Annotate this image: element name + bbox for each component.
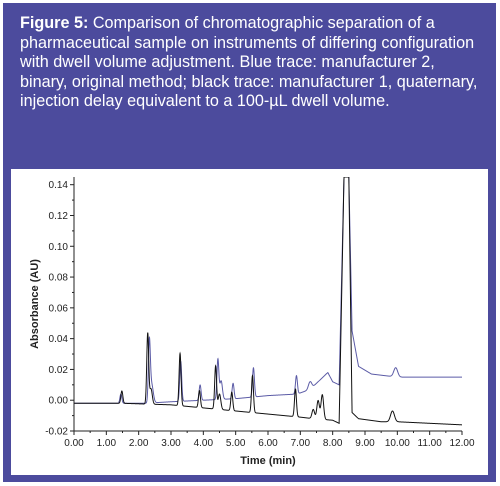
series-trace-1 — [74, 177, 462, 404]
x-axis-title: Time (min) — [240, 455, 296, 467]
x-tick-label: 2.00 — [129, 438, 149, 449]
x-tick-label: 11.00 — [418, 438, 443, 449]
figure-caption: Figure 5: Comparison of chromatographic … — [20, 14, 486, 112]
chromatogram-chart: -0.020.000.020.040.060.080.100.120.140.0… — [29, 177, 475, 467]
y-tick-label: 0.08 — [49, 273, 69, 284]
x-tick-label: 7.00 — [291, 438, 311, 449]
x-tick-label: 1.00 — [97, 438, 117, 449]
x-tick-label: 0.00 — [64, 438, 84, 449]
x-tick-label: 10.00 — [385, 438, 410, 449]
series-trace-2 — [74, 177, 462, 426]
y-axis-title: Absorbance (AU) — [29, 259, 41, 349]
figure-caption-text: Comparison of chromatographic separation… — [20, 14, 478, 111]
figure-panel: Figure 5: Comparison of chromatographic … — [3, 3, 496, 482]
x-tick-label: 9.00 — [355, 438, 375, 449]
x-tick-label: 3.00 — [161, 438, 181, 449]
figure-label: Figure 5: — [20, 14, 89, 32]
y-tick-label: 0.04 — [49, 334, 69, 345]
y-tick-label: 0.00 — [49, 396, 69, 407]
x-tick-label: 12.00 — [449, 438, 474, 449]
y-tick-label: 0.02 — [49, 365, 69, 376]
x-tick-label: 5.00 — [226, 438, 246, 449]
x-tick-label: 6.00 — [258, 438, 278, 449]
y-tick-label: -0.02 — [45, 427, 68, 438]
y-tick-label: 0.12 — [49, 211, 69, 222]
plot-panel: -0.02 0.00 0.02 0.04 0.06 0.08 0.10 0.12 0.14 0.0… — [11, 169, 488, 475]
y-tick-label: 0.14 — [49, 180, 69, 191]
y-tick-label: 0.06 — [49, 303, 69, 314]
x-tick-label: 4.00 — [194, 438, 214, 449]
x-tick-label: 8.00 — [323, 438, 343, 449]
y-tick-label: 0.10 — [49, 242, 69, 253]
